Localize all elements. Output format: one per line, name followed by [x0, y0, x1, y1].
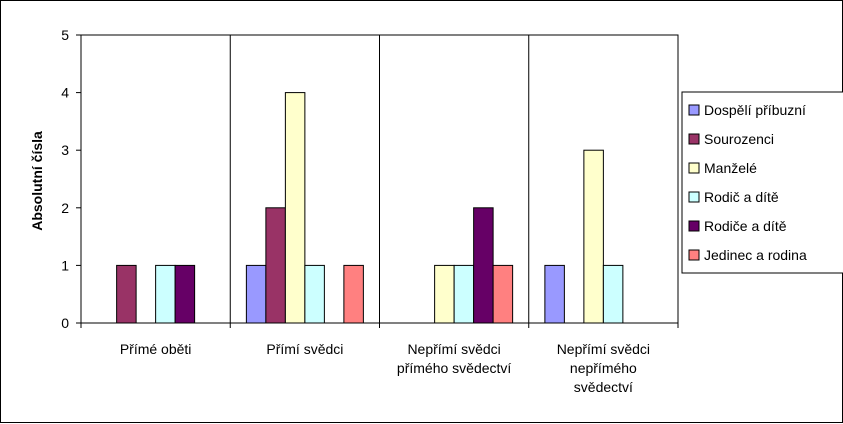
bar-dospělí-příbuzní-1 — [245, 264, 267, 324]
legend-box — [681, 91, 843, 274]
legend-label: Sourozenci — [704, 131, 774, 147]
bar-rodič-a-dítě-0 — [155, 264, 176, 324]
bar-rodič-a-dítě-3 — [602, 264, 624, 324]
bar-rodiče-a-dítě-0 — [174, 264, 196, 324]
y-tick-labels: 0 1 2 3 4 5 — [61, 27, 69, 331]
category-separators — [229, 35, 530, 323]
y-tick-label: 5 — [61, 27, 69, 43]
legend-label: Jedinec a rodina — [704, 247, 807, 263]
y-tick-label: 4 — [61, 85, 69, 101]
x-category-label: Nepřímí svědci přímého svědectví — [397, 341, 511, 376]
bar-rodič-a-dítě-2 — [453, 264, 475, 324]
bar-manželé-1 — [284, 92, 306, 324]
legend-label: Rodič a dítě — [704, 189, 779, 205]
legend-swatch — [688, 191, 700, 203]
bar-sourozenci-0 — [116, 264, 137, 324]
y-tick-label: 1 — [61, 257, 69, 273]
y-tick-label: 2 — [61, 200, 69, 216]
legend-swatch — [688, 162, 700, 174]
bar-manželé-2 — [434, 264, 455, 324]
y-axis-label: Absolutní čísla — [29, 131, 45, 231]
bars — [116, 92, 624, 324]
legend-swatch — [688, 249, 700, 261]
x-category-label: Nepřímí svědci nepřímého svědectví — [557, 341, 650, 395]
legend-label: Manželé — [704, 160, 757, 176]
legend: Dospělí příbuzní Sourozenci Manželé Rodič a… — [681, 91, 843, 274]
y-tick-label: 0 — [61, 315, 69, 331]
x-category-labels: Přímé oběti Přímí svědci Nepřímí svědci pří… — [120, 341, 650, 395]
legend-swatch — [688, 133, 700, 145]
bar-jedinec-a-rodina-2 — [492, 264, 514, 324]
axes — [76, 34, 679, 328]
bar-manželé-3 — [583, 149, 604, 324]
y-tick-label: 3 — [61, 142, 69, 158]
x-category-label: Přímí svědci — [266, 341, 343, 357]
bar-rodiče-a-dítě-2 — [473, 207, 494, 324]
bar-jedinec-a-rodina-1 — [343, 264, 364, 324]
legend-swatch — [688, 104, 700, 116]
legend-swatch — [688, 220, 700, 232]
legend-label: Dospělí příbuzní — [704, 102, 806, 118]
legend-label: Rodiče a dítě — [704, 218, 787, 234]
bar-sourozenci-1 — [265, 207, 286, 324]
bar-rodič-a-dítě-1 — [304, 264, 325, 324]
x-category-label: Přímé oběti — [120, 341, 192, 357]
bar-dospělí-příbuzní-3 — [544, 264, 565, 324]
